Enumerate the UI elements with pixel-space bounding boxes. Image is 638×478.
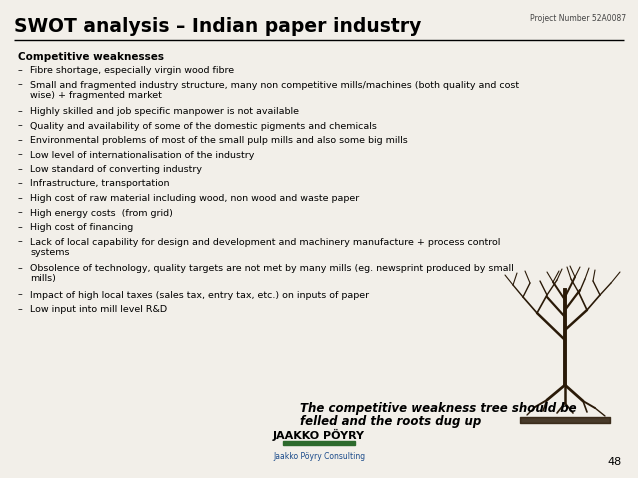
Text: Obsolence of technology, quality targets are not met by many mills (eg. newsprin: Obsolence of technology, quality targets… [30, 264, 514, 273]
Text: –: – [18, 165, 23, 174]
Text: mills): mills) [30, 274, 56, 283]
Text: –: – [18, 180, 23, 188]
Text: –: – [18, 151, 23, 160]
Text: –: – [18, 238, 23, 247]
Text: Quality and availability of some of the domestic pigments and chemicals: Quality and availability of some of the … [30, 121, 377, 130]
Text: Competitive weaknesses: Competitive weaknesses [18, 52, 164, 62]
Text: 48: 48 [608, 457, 622, 467]
Text: Impact of high local taxes (sales tax, entry tax, etc.) on inputs of paper: Impact of high local taxes (sales tax, e… [30, 291, 369, 300]
Text: JAAKKO PÖYRY: JAAKKO PÖYRY [273, 429, 365, 441]
Text: Low level of internationalisation of the industry: Low level of internationalisation of the… [30, 151, 255, 160]
Text: –: – [18, 305, 23, 314]
Text: Highly skilled and job specific manpower is not available: Highly skilled and job specific manpower… [30, 107, 299, 116]
Text: Project Number 52A0087: Project Number 52A0087 [530, 13, 626, 22]
Text: Infrastructure, transportation: Infrastructure, transportation [30, 180, 170, 188]
Text: Small and fragmented industry structure, many non competitive mills/machines (bo: Small and fragmented industry structure,… [30, 80, 519, 89]
Text: High energy costs  (from grid): High energy costs (from grid) [30, 208, 173, 217]
Text: Lack of local capability for design and development and machinery manufacture + : Lack of local capability for design and … [30, 238, 500, 247]
Text: –: – [18, 66, 23, 75]
Text: Jaakko Pöyry Consulting: Jaakko Pöyry Consulting [273, 452, 365, 461]
Text: Low standard of converting industry: Low standard of converting industry [30, 165, 202, 174]
Text: Low input into mill level R&D: Low input into mill level R&D [30, 305, 167, 314]
Bar [283, 441, 355, 445]
Text: –: – [18, 80, 23, 89]
Text: –: – [18, 291, 23, 300]
Text: Fibre shortage, especially virgin wood fibre: Fibre shortage, especially virgin wood f… [30, 66, 234, 75]
Text: Environmental problems of most of the small pulp mills and also some big mills: Environmental problems of most of the sm… [30, 136, 408, 145]
Text: –: – [18, 223, 23, 232]
Text: –: – [18, 264, 23, 273]
Text: –: – [18, 136, 23, 145]
Text: –: – [18, 194, 23, 203]
Text: –: – [18, 121, 23, 130]
Text: –: – [18, 107, 23, 116]
Text: SWOT analysis – Indian paper industry: SWOT analysis – Indian paper industry [14, 17, 421, 35]
Text: High cost of raw material including wood, non wood and waste paper: High cost of raw material including wood… [30, 194, 359, 203]
Text: The competitive weakness tree should be: The competitive weakness tree should be [300, 402, 577, 415]
Text: High cost of financing: High cost of financing [30, 223, 133, 232]
Text: wise) + fragmented market: wise) + fragmented market [30, 91, 162, 100]
Text: systems: systems [30, 248, 70, 257]
Text: felled and the roots dug up: felled and the roots dug up [300, 415, 481, 428]
Text: –: – [18, 208, 23, 217]
